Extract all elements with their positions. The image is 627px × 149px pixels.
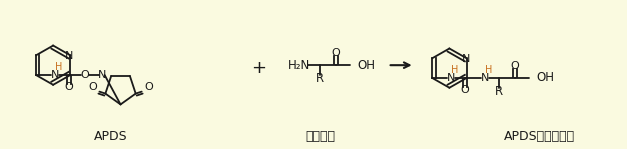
Text: OH: OH [358, 59, 376, 72]
Text: N: N [97, 70, 106, 80]
Text: H₂N: H₂N [288, 59, 310, 72]
Text: R: R [495, 85, 503, 98]
Text: O: O [332, 48, 340, 58]
Text: N: N [461, 54, 470, 64]
Text: O: O [80, 70, 89, 80]
Text: H: H [451, 65, 459, 75]
Text: +: + [251, 59, 266, 77]
Text: H: H [55, 62, 63, 72]
Text: アミノ酸: アミノ酸 [305, 130, 335, 143]
Text: H: H [485, 65, 493, 75]
Text: R: R [316, 72, 324, 85]
Text: APDS－アミノ酸: APDS－アミノ酸 [503, 130, 574, 143]
Text: N: N [51, 70, 59, 80]
Text: N: N [65, 51, 73, 61]
Text: O: O [88, 82, 97, 92]
Text: O: O [510, 61, 519, 71]
Text: APDS: APDS [94, 130, 128, 143]
Text: OH: OH [537, 71, 555, 84]
Text: N: N [481, 73, 489, 83]
Text: O: O [144, 82, 153, 92]
Text: N: N [447, 73, 455, 83]
Text: O: O [65, 82, 73, 92]
Text: O: O [461, 85, 470, 95]
